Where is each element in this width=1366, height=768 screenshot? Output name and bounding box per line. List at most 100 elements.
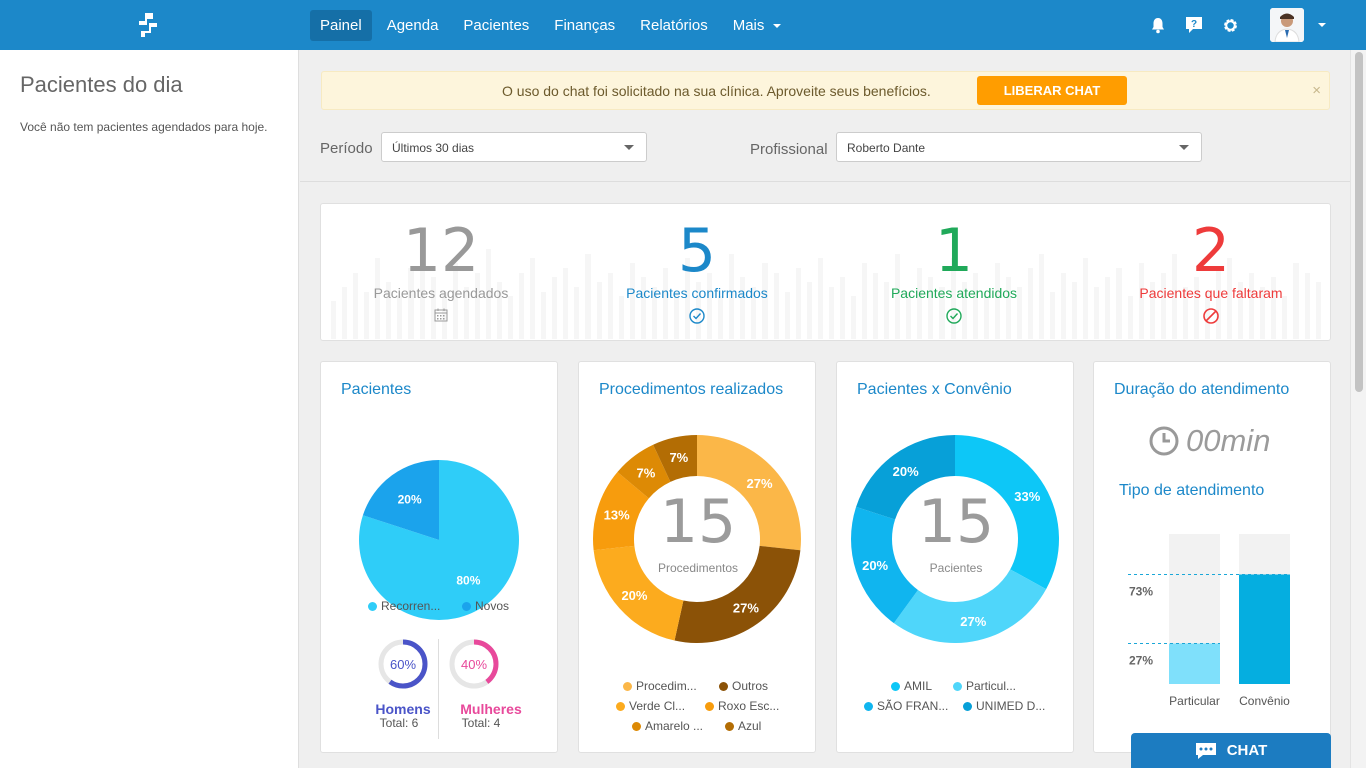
- nav-pacientes[interactable]: Pacientes: [463, 16, 530, 34]
- background-bar: [1260, 286, 1266, 339]
- nav-painel[interactable]: Painel: [310, 9, 372, 41]
- logo[interactable]: [0, 0, 298, 50]
- nav-agenda[interactable]: Agenda: [386, 16, 439, 34]
- background-bar: [463, 286, 469, 339]
- gauge-percent: 40%: [461, 657, 487, 672]
- sidebar-empty-text: Você não tem pacientes agendados para ho…: [20, 120, 268, 134]
- legend-item[interactable]: Outros: [719, 679, 768, 693]
- recorrentes-slice-label: 80%: [456, 573, 480, 587]
- pacientes-title: Pacientes: [341, 381, 412, 398]
- background-bar: [751, 286, 757, 339]
- sidebar: Pacientes do dia Você não tem pacientes …: [0, 50, 299, 768]
- novos-slice-label: 20%: [398, 493, 422, 507]
- scrollbar-thumb[interactable]: [1355, 52, 1363, 392]
- stat-confirmados[interactable]: 5 Pacientes confirmados: [577, 204, 817, 326]
- legend-item[interactable]: Recorren...: [368, 599, 440, 613]
- nav-right: ?: [1140, 0, 1366, 50]
- avatar[interactable]: [1270, 8, 1304, 42]
- convenio-card: Pacientes x Convênio 33% 27% 20% 20% 15 Pac…: [836, 361, 1074, 753]
- legend-item[interactable]: UNIMED D...: [963, 699, 1045, 713]
- background-bar: [1160, 272, 1166, 339]
- azul-slice[interactable]: [653, 435, 697, 482]
- background-bar: [817, 258, 823, 339]
- bar-particular[interactable]: [1169, 643, 1220, 685]
- close-icon[interactable]: ×: [1312, 82, 1321, 99]
- nav-mais[interactable]: Mais: [723, 10, 791, 41]
- bar-convenio[interactable]: [1239, 574, 1290, 685]
- duracao-title: Duração do atendimento: [1114, 381, 1290, 398]
- convenio-center-label: Pacientes: [929, 561, 983, 575]
- background-bar: [1061, 272, 1067, 339]
- legend-item[interactable]: Amarelo ...: [632, 719, 703, 733]
- stats-background-bars: [331, 244, 1321, 339]
- background-bar: [762, 263, 768, 339]
- legend-dot: [953, 681, 962, 691]
- particular-slice[interactable]: [893, 569, 1047, 643]
- background-bar: [342, 286, 348, 339]
- stat-atendidos-value: 1: [934, 216, 974, 286]
- background-bar: [1149, 282, 1155, 339]
- legend-dot: [632, 721, 641, 731]
- nav-relatorios[interactable]: Relatórios: [640, 16, 708, 34]
- novos-slice[interactable]: [362, 460, 439, 540]
- user-menu-chevron-icon[interactable]: [1318, 23, 1326, 27]
- background-bar: [917, 267, 923, 339]
- period-select[interactable]: Últimos 30 dias: [381, 132, 647, 162]
- amil-slice[interactable]: [955, 435, 1059, 590]
- amarelo-slice[interactable]: [593, 545, 684, 641]
- duration-value: 00min: [1186, 423, 1271, 458]
- background-bar: [452, 263, 458, 339]
- verde-slice-label: 7%: [637, 465, 656, 480]
- liberar-chat-button[interactable]: LIBERAR CHAT: [977, 76, 1127, 105]
- stats-card: 12 Pacientes agendados 5 Pacientes confi…: [320, 203, 1331, 341]
- background-bar: [972, 272, 978, 339]
- background-bar: [552, 277, 558, 339]
- sidebar-title: Pacientes do dia: [20, 72, 183, 97]
- background-bar: [574, 286, 580, 339]
- nav-mais-label: Mais: [732, 16, 765, 34]
- legend-item[interactable]: AMIL: [891, 679, 932, 693]
- legend-item[interactable]: SÃO FRAN...: [864, 699, 948, 713]
- help-icon[interactable]: ?: [1185, 16, 1203, 34]
- background-bar: [1204, 291, 1210, 339]
- stat-faltaram[interactable]: 2 Pacientes que faltaram: [1091, 204, 1331, 326]
- verde-slice[interactable]: [617, 444, 671, 499]
- stat-agendados[interactable]: 12 Pacientes agendados: [321, 204, 561, 326]
- legend-item[interactable]: Novos: [462, 599, 509, 613]
- background-bar: [364, 291, 370, 339]
- unimed-slice[interactable]: [856, 435, 955, 520]
- legend-label: Recorren...: [381, 599, 441, 613]
- amil-slice-label: 33%: [1014, 489, 1040, 504]
- nav-financas[interactable]: Finanças: [554, 16, 616, 34]
- legend-item[interactable]: Procedim...: [623, 679, 697, 693]
- chat-button[interactable]: CHAT: [1131, 733, 1331, 768]
- gauge-fill: [378, 639, 428, 689]
- roxo-slice[interactable]: [593, 472, 649, 551]
- duration-display: 00min: [1148, 423, 1270, 459]
- legend-item[interactable]: Verde Cl...: [616, 699, 685, 713]
- legend-item[interactable]: Azul: [725, 719, 761, 733]
- homens-total: Total: 6: [379, 716, 419, 730]
- convenio-donut-chart: 33% 27% 20% 20%: [851, 435, 1059, 643]
- gear-icon[interactable]: [1221, 16, 1239, 34]
- professional-select[interactable]: Roberto Dante: [836, 132, 1202, 162]
- background-bar: [939, 286, 945, 339]
- mulheres-label: Mulheres: [460, 701, 522, 717]
- stat-atendidos[interactable]: 1 Pacientes atendidos: [834, 204, 1074, 326]
- background-bar: [1027, 267, 1033, 339]
- background-bar: [508, 296, 514, 339]
- sao-francisco-slice[interactable]: [851, 506, 918, 624]
- legend-item[interactable]: Roxo Esc...: [705, 699, 779, 713]
- scrollbar[interactable]: [1350, 50, 1366, 768]
- bell-icon[interactable]: [1149, 16, 1167, 34]
- procedimentos-slice[interactable]: [697, 435, 801, 551]
- background-bar: [839, 277, 845, 339]
- top-navbar: Painel Agenda Pacientes Finanças Relatór…: [0, 0, 1366, 50]
- legend-label: Outros: [732, 679, 769, 693]
- background-bar: [740, 277, 746, 339]
- alert-text: O uso do chat foi solicitado na sua clín…: [502, 83, 931, 99]
- chevron-down-icon: [624, 145, 634, 150]
- legend-item[interactable]: Particul...: [953, 679, 1016, 693]
- outros-slice[interactable]: [674, 545, 801, 643]
- background-bar: [983, 296, 989, 339]
